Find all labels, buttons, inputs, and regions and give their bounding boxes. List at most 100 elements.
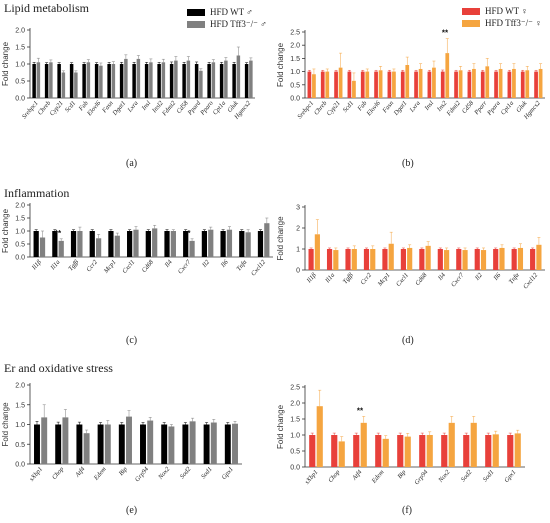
y-axis-label-c: Fold change [1, 208, 10, 253]
bar-a-s0-6 [107, 64, 111, 98]
bar-c-s1-8 [189, 240, 195, 257]
x-tick-label-e-8: Sod1 [200, 466, 214, 480]
bar-f-s1-3 [382, 438, 389, 467]
section-title-lipid: Lipid metabolism [4, 1, 89, 15]
y-axis-label-f: Fold change [276, 404, 285, 449]
panel-label-c: (c) [126, 335, 138, 346]
bar-a-s1-9 [149, 62, 153, 98]
y-tick-label-e-0: 0.0 [15, 462, 25, 469]
bar-b-s1-8 [418, 68, 423, 98]
section-title-inflammation: Inflammation [4, 186, 70, 200]
bar-b-s0-15 [507, 71, 512, 98]
bar-f-s0-1 [331, 435, 338, 467]
bar-c-s0-9 [201, 231, 208, 257]
y-axis-label-e: Fold change [1, 402, 10, 447]
bar-a-s1-11 [174, 60, 178, 98]
bar-c-s0-0 [33, 231, 39, 257]
y-tick-label-f-0: 0.0 [290, 465, 300, 472]
x-tick-label-c-6: Cd68 [141, 258, 156, 274]
bar-e-s0-7 [182, 424, 189, 464]
legend-male: HFD WT ♂ HFD Tff3⁻/⁻ ♂ [187, 6, 267, 30]
bar-b-s1-4 [365, 71, 370, 98]
bar-c-s1-2 [77, 231, 83, 257]
x-tick-label-d-5: Cxcl1 [395, 272, 410, 288]
x-tick-label-b-13: Pparr [473, 99, 489, 117]
x-tick-label-a-14: Pparo [198, 99, 215, 117]
bar-d-s0-9 [474, 249, 480, 270]
bar-d-s1-5 [407, 247, 413, 270]
x-tick-label-a-13: Ppard [186, 99, 203, 117]
bar-e-s0-5 [140, 424, 146, 464]
legend-female: HFD WT ♀ HFD Tff3⁻/⁻ ♀ [462, 5, 542, 29]
bar-d-s0-8 [456, 249, 462, 270]
bar-c-s0-5 [127, 231, 133, 257]
x-tick-label-d-9: Il2 [473, 271, 484, 282]
bar-f-s0-0 [309, 435, 316, 467]
bar-a-s0-17 [244, 64, 249, 98]
x-tick-label-c-11: Tnfα [235, 258, 249, 272]
legend-swatch-wt-male [187, 8, 205, 16]
bar-c-s1-7 [170, 231, 176, 257]
x-tick-label-e-9: Gpx1 [221, 466, 235, 481]
bar-d-s1-3 [370, 249, 376, 270]
x-tick-label-f-0: sXbp1 [304, 469, 320, 486]
x-tick-label-d-11: Tnfα [508, 271, 522, 285]
bar-b-s0-12 [467, 71, 472, 98]
bar-e-s1-7 [189, 421, 196, 464]
x-tick-label-c-0: Il1β [30, 258, 43, 272]
bar-c-s1-6 [152, 228, 158, 257]
bar-a-s0-11 [169, 64, 174, 98]
x-tick-label-f-6: Nox2 [437, 468, 452, 484]
bar-e-s0-8 [203, 424, 210, 464]
bar-a-s0-10 [157, 64, 161, 98]
bar-d-s1-7 [444, 250, 450, 270]
x-tick-label-f-3: Edem [370, 469, 386, 486]
panel-label-d: (d) [402, 335, 414, 346]
bar-b-s1-10 [445, 53, 450, 98]
x-tick-label-b-11: Fdmi2 [445, 99, 462, 118]
x-tick-label-b-14: Ppara [485, 100, 501, 118]
bar-a-s1-0 [36, 62, 41, 98]
y-tick-label-b-3: 1.5 [290, 56, 300, 63]
bar-d-s1-6 [425, 245, 431, 270]
bar-e-s1-0 [41, 417, 48, 464]
bar-b-s1-5 [378, 70, 383, 98]
y-tick-label-a-2: 1.0 [15, 62, 25, 69]
x-tick-label-d-12: Cxcl12 [522, 271, 540, 290]
bar-c-s1-4 [114, 235, 120, 257]
y-tick-label-b-0: 0.0 [290, 96, 300, 103]
x-tick-label-d-2: Tgfβ [342, 271, 356, 285]
x-tick-label-f-4: Bip [396, 468, 408, 480]
legend-swatch-ko-female [462, 19, 480, 27]
x-tick-label-c-1: Il1a [49, 259, 62, 272]
bar-f-s0-8 [485, 435, 492, 467]
bar-d-s0-4 [382, 249, 388, 270]
bar-b-s1-14 [498, 68, 503, 98]
bar-b-s1-0 [312, 74, 316, 98]
y-tick-label-d-3: 3 [296, 205, 300, 212]
legend-item-wt-male: HFD WT ♂ [187, 6, 267, 18]
x-tick-label-e-7: Sod2 [179, 465, 193, 480]
bar-a-s1-1 [49, 62, 53, 98]
x-tick-label-e-6: Nox2 [156, 465, 171, 481]
x-tick-label-a-3: Scd1 [64, 100, 77, 114]
significance-mark-b-0: ** [442, 29, 449, 38]
panel-label-b: (b) [402, 158, 414, 169]
y-tick-label-b-2: 1.0 [290, 69, 300, 76]
bar-c-s1-0 [39, 237, 46, 257]
bar-c-s1-12 [264, 223, 270, 257]
bar-e-s0-9 [224, 424, 231, 464]
y-tick-label-f-3: 1.5 [290, 417, 300, 424]
y-tick-label-e-1: 0.5 [15, 442, 25, 449]
bar-a-s0-1 [44, 64, 49, 98]
panel-label-f: (f) [402, 505, 412, 516]
x-tick-label-d-0: Il1β [305, 271, 318, 285]
x-tick-label-e-4: Bip [118, 465, 130, 477]
bar-e-s0-0 [34, 424, 40, 464]
bar-a-s1-2 [61, 72, 66, 98]
bar-c-s1-1 [58, 240, 64, 257]
bar-c-s0-4 [108, 231, 114, 257]
x-tick-label-e-5: Grp94 [134, 465, 151, 483]
y-tick-label-e-3: 1.5 [15, 402, 25, 409]
bar-d-s1-9 [480, 250, 487, 270]
